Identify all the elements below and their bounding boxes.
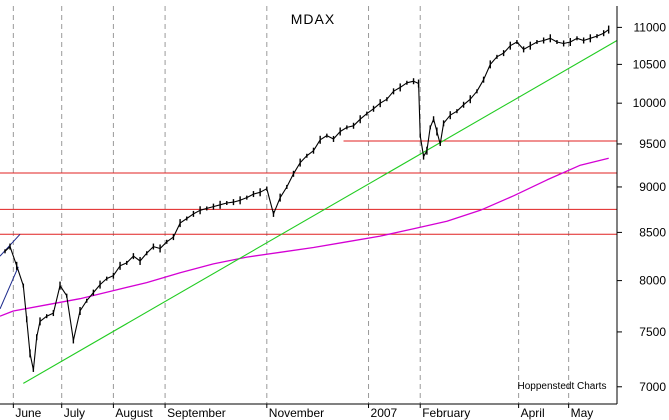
chart-title: MDAX [291,11,335,27]
x-tick-label: August [115,406,153,420]
moving-average-line [0,157,609,317]
axes-layer: 7000 7500 8000 8500 9000 9500 10000 10500 11000 J… [0,6,666,420]
x-tick-label: June [15,406,41,420]
horizontal-level-lines [0,140,617,235]
x-tick-label: April [521,406,545,420]
y-tick-label: 10000 [633,96,667,110]
x-tick-label: July [64,406,85,420]
y-tick-label: 8500 [639,225,666,239]
y-tick-label: 7000 [639,380,666,394]
x-tick-label: 2007 [371,406,398,420]
x-tick-label: September [167,406,226,420]
grid-lines [12,6,570,404]
price-series-layer [4,25,610,372]
channel-line-1 [0,266,19,310]
x-tick-label: February [422,406,470,420]
y-tick-label: 9500 [639,137,666,151]
trendline-green [23,40,618,384]
chart-credit: Hoppenstedt Charts [518,381,607,392]
y-tick-label: 9000 [639,180,666,194]
x-tick-label: May [571,406,594,420]
moving-average-layer [0,157,609,317]
y-tick-label: 11000 [634,20,667,34]
y-tick-label: 7500 [639,325,666,339]
y-tick-label: 10500 [633,57,667,71]
x-tick-label: November [269,406,324,420]
trendline-layer [23,40,618,384]
y-tick-label: 8000 [639,274,666,288]
